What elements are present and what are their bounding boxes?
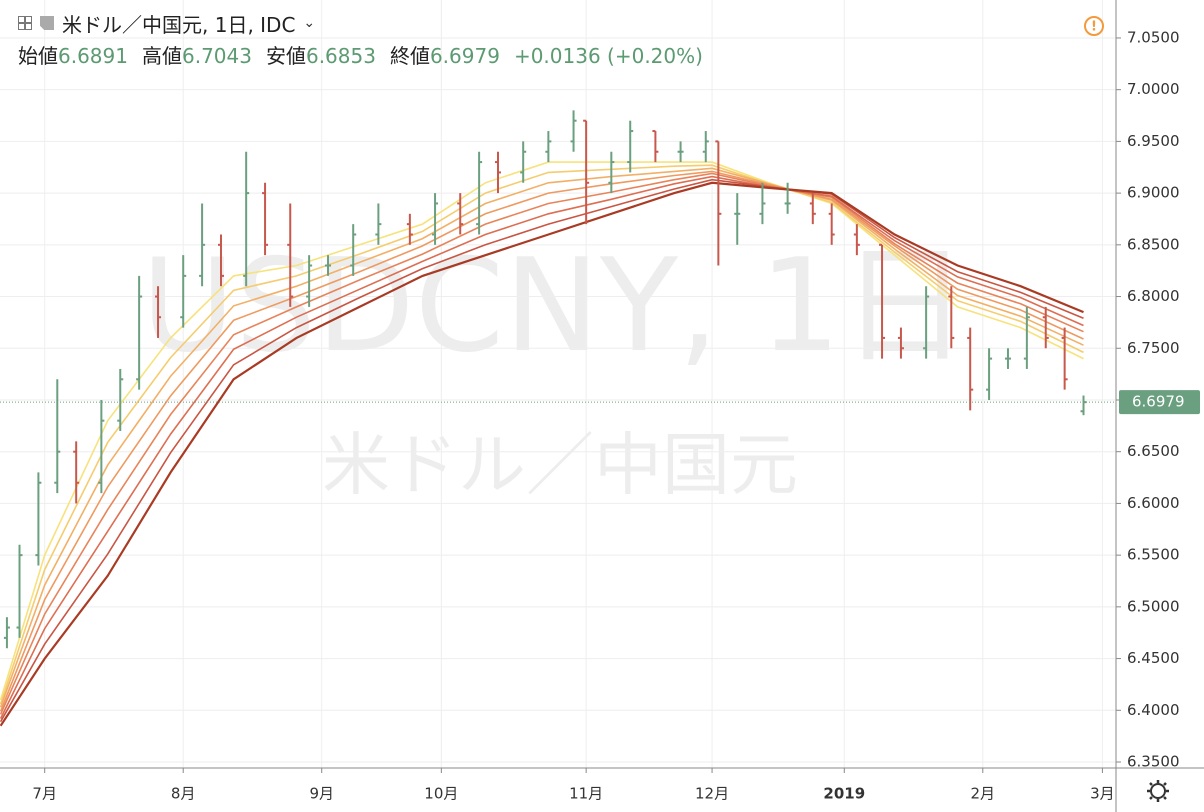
moving-average: [0, 172, 1084, 715]
x-tick-label: 8月: [171, 785, 196, 803]
moving-average: [0, 175, 1084, 719]
title: 米ドル／中国元, 1日, IDC: [62, 12, 296, 37]
readout-value: 6.6853: [305, 44, 376, 68]
ohlc-bars: [0, 110, 1115, 649]
readout-label: 始値: [18, 44, 58, 68]
y-tick-label: 6.4000: [1127, 701, 1180, 719]
y-tick-label: 6.8500: [1127, 235, 1180, 253]
time-axis-bg: [0, 768, 1204, 812]
y-tick-label: 6.5500: [1127, 546, 1180, 564]
flag-icon: [40, 16, 54, 30]
ohlc-readout: 始値6.6891 高値6.7043 安値6.6853 終値6.6979 +0.0136 …: [18, 40, 703, 69]
readout-label: 安値: [265, 44, 306, 68]
readout-value: 6.6891: [58, 44, 128, 68]
x-tick-label: 9月: [309, 785, 334, 803]
moving-averages: [0, 161, 1084, 727]
title-row: 米ドル／中国元, 1日, IDC ⌄: [18, 8, 703, 38]
last-price-label: 6.6979: [1132, 393, 1185, 411]
x-tick-label: 12月: [695, 785, 729, 803]
settings-icon[interactable]: [1147, 780, 1169, 802]
y-tick-label: 6.3500: [1127, 753, 1180, 771]
moving-average: [0, 178, 1084, 723]
x-tick-label: 2019: [823, 785, 865, 803]
readout-value: 6.7043: [181, 44, 252, 68]
grid: [0, 0, 1115, 768]
y-tick-label: 6.6000: [1127, 494, 1180, 512]
x-tick-label: 10月: [424, 785, 458, 803]
y-tick-label: 7.0000: [1127, 80, 1180, 98]
readout-value: 6.6979: [429, 44, 500, 68]
alert-icon[interactable]: [1084, 16, 1104, 36]
y-tick-label: 6.5000: [1127, 597, 1180, 615]
y-tick-label: 6.9500: [1127, 132, 1180, 150]
moving-average: [0, 167, 1084, 708]
moving-average: [0, 181, 1084, 727]
change: +0.0136 (+0.20%): [513, 44, 703, 68]
moving-average: [0, 164, 1084, 705]
x-tick-label: 2月: [971, 785, 996, 803]
y-tick-label: 7.0500: [1127, 28, 1180, 46]
x-tick-label: 3月: [1090, 785, 1115, 803]
y-tick-label: 6.8000: [1127, 287, 1180, 305]
moving-average: [0, 170, 1084, 712]
header: 米ドル／中国元, 1日, IDC ⌄ 始値6.6891 高値6.7043 安値6.6…: [18, 8, 703, 69]
alert-icon-mark: !: [1091, 20, 1097, 35]
readout-label: 高値: [141, 44, 182, 68]
dropdown-icon[interactable]: ⌄: [303, 15, 316, 31]
x-tick-label: 11月: [569, 785, 603, 803]
y-tick-label: 6.6500: [1127, 442, 1180, 460]
readout-label: 終値: [389, 44, 430, 68]
y-tick-label: 6.4500: [1127, 649, 1180, 667]
x-tick-label: 7月: [32, 785, 57, 803]
axes: 6.3500 6.4000 6.4500 6.5000 6.5500 6.6000 6.65…: [32, 28, 1200, 803]
watermark-symbol: USDCNY, 1日: [141, 232, 969, 381]
y-tick-label: 6.7500: [1127, 339, 1180, 357]
collapse-icon[interactable]: [18, 16, 32, 30]
y-tick-label: 6.9000: [1127, 184, 1180, 202]
moving-average: [0, 161, 1084, 701]
watermark-description: 米ドル／中国元: [322, 427, 798, 506]
last-price-tag: [1119, 390, 1200, 415]
